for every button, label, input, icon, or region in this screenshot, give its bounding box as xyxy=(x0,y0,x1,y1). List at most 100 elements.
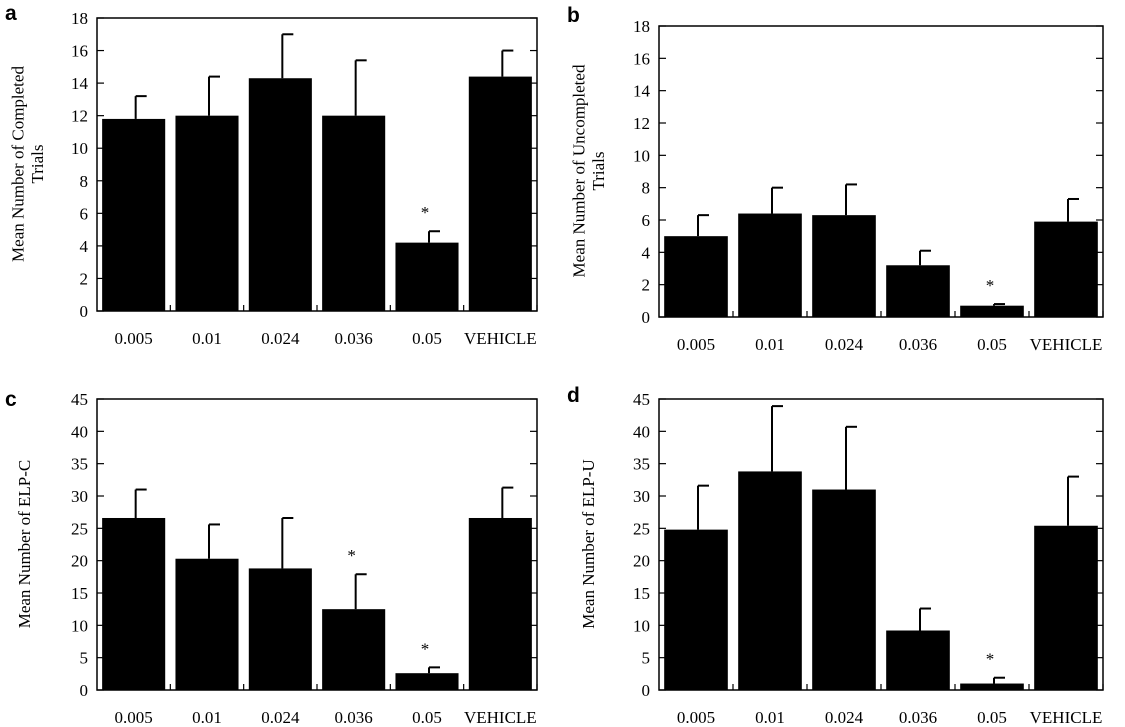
y-tick-label: 2 xyxy=(642,276,651,295)
bar-0.005 xyxy=(102,118,166,311)
y-tick-label: 16 xyxy=(633,49,650,68)
bar-0.005 xyxy=(664,529,728,690)
x-tick-label: 0.05 xyxy=(977,708,1007,727)
y-tick-label: 2 xyxy=(80,269,89,288)
x-tick-label: VEHICLE xyxy=(1030,335,1103,354)
y-tick-label: 15 xyxy=(633,584,650,603)
x-tick-label: 0.005 xyxy=(677,708,715,727)
y-tick-label: 10 xyxy=(633,146,650,165)
bar-VEHICLE xyxy=(468,76,532,311)
y-tick-label: 18 xyxy=(71,9,88,28)
y-tick-label: 6 xyxy=(642,211,651,230)
y-tick-label: 20 xyxy=(633,552,650,571)
y-axis-title: Mean Number of ELP-U xyxy=(579,459,598,629)
bar-0.05 xyxy=(395,242,459,311)
x-tick-label: 0.024 xyxy=(261,708,300,727)
panel-letter-c: c xyxy=(5,388,17,411)
x-tick-label: VEHICLE xyxy=(464,329,537,348)
panel-letter-a: a xyxy=(5,2,17,25)
y-axis-title-line: Mean Number of Completed xyxy=(8,66,27,262)
chart-panel-a: 0 2 4 6 8 10 12 14 16 18 Mean Number of CompletedT… xyxy=(8,9,538,348)
bar-0.05 xyxy=(395,673,459,690)
bar-0.036 xyxy=(322,115,386,312)
x-tick-label: 0.01 xyxy=(192,329,222,348)
y-tick-label: 5 xyxy=(642,649,651,668)
y-axis-title-line: Trials xyxy=(28,144,47,183)
y-tick-label: 5 xyxy=(80,649,89,668)
y-tick-label: 45 xyxy=(71,390,88,409)
bar-0.05 xyxy=(960,305,1024,317)
chart-panel-b: 0 2 4 6 8 10 12 14 16 18 Mean Number of Uncomplete… xyxy=(569,17,1104,354)
y-tick-label: 12 xyxy=(71,107,88,126)
y-tick-label: 40 xyxy=(633,422,650,441)
y-tick-label: 10 xyxy=(633,616,650,635)
y-tick-label: 30 xyxy=(633,487,650,506)
y-tick-label: 18 xyxy=(633,17,650,36)
x-tick-label: 0.01 xyxy=(755,708,785,727)
y-tick-label: 4 xyxy=(80,237,89,256)
x-tick-label: VEHICLE xyxy=(1030,708,1103,727)
y-axis-title-line: Trials xyxy=(589,151,608,190)
chart-panel-c: 0 5 10 15 20 25 30 35 40 45 Mean Number of ELP-C 0.… xyxy=(15,390,538,727)
y-tick-label: 0 xyxy=(642,308,651,327)
y-axis-title: Mean Number of UncompletedTrials xyxy=(569,64,608,277)
x-tick-label: 0.05 xyxy=(412,329,442,348)
bar-VEHICLE xyxy=(1034,221,1098,317)
significance-marker: * xyxy=(421,203,430,222)
y-tick-label: 12 xyxy=(633,114,650,133)
bar-0.024 xyxy=(248,78,312,311)
y-tick-label: 0 xyxy=(80,302,89,321)
x-tick-label: 0.05 xyxy=(977,335,1007,354)
y-tick-label: 35 xyxy=(71,455,88,474)
x-tick-label: 0.05 xyxy=(412,708,442,727)
y-tick-label: 4 xyxy=(642,243,651,262)
panel-letter-b: b xyxy=(567,4,580,27)
bar-0.01 xyxy=(738,213,802,317)
bar-0.005 xyxy=(102,517,166,690)
y-axis-title: Mean Number of CompletedTrials xyxy=(8,66,47,262)
bar-0.024 xyxy=(248,568,312,690)
y-tick-label: 8 xyxy=(642,179,651,198)
y-tick-label: 15 xyxy=(71,584,88,603)
x-tick-label: 0.036 xyxy=(335,708,373,727)
x-tick-label: 0.024 xyxy=(261,329,300,348)
y-tick-label: 0 xyxy=(80,681,89,700)
bar-0.024 xyxy=(812,215,876,317)
bar-0.024 xyxy=(812,489,876,690)
bar-0.005 xyxy=(664,236,728,317)
y-axis-title: Mean Number of ELP-C xyxy=(15,460,34,629)
x-tick-label: 0.01 xyxy=(755,335,785,354)
bar-0.036 xyxy=(886,630,950,690)
significance-marker: * xyxy=(986,650,995,669)
bar-0.01 xyxy=(175,558,239,690)
y-tick-label: 6 xyxy=(80,204,89,223)
y-tick-label: 20 xyxy=(71,552,88,571)
significance-marker: * xyxy=(421,639,430,658)
y-tick-label: 25 xyxy=(71,519,88,538)
y-axis-title-line: Mean Number of Uncompleted xyxy=(569,64,588,277)
y-tick-label: 10 xyxy=(71,139,88,158)
x-tick-label: VEHICLE xyxy=(464,708,537,727)
significance-marker: * xyxy=(986,276,995,295)
x-tick-label: 0.024 xyxy=(825,335,864,354)
y-tick-label: 35 xyxy=(633,455,650,474)
x-tick-label: 0.036 xyxy=(899,708,937,727)
y-tick-label: 30 xyxy=(71,487,88,506)
x-tick-label: 0.005 xyxy=(115,329,153,348)
bar-0.05 xyxy=(960,683,1024,690)
x-tick-label: 0.036 xyxy=(899,335,937,354)
x-tick-label: 0.005 xyxy=(115,708,153,727)
panel-letter-d: d xyxy=(567,384,580,407)
significance-marker: * xyxy=(347,546,356,565)
y-tick-label: 45 xyxy=(633,390,650,409)
y-axis-title-line: Mean Number of ELP-U xyxy=(579,459,598,629)
y-tick-label: 16 xyxy=(71,42,88,61)
y-tick-label: 0 xyxy=(642,681,651,700)
x-tick-label: 0.01 xyxy=(192,708,222,727)
x-tick-label: 0.024 xyxy=(825,708,864,727)
bar-0.01 xyxy=(175,115,239,312)
bar-VEHICLE xyxy=(1034,525,1098,690)
y-tick-label: 14 xyxy=(633,82,651,101)
